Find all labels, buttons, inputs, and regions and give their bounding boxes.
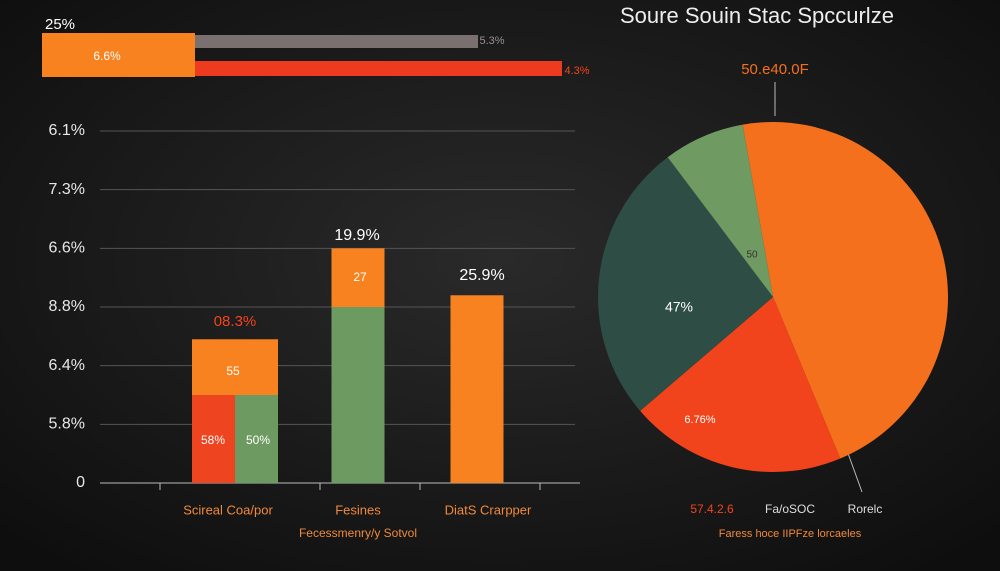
x-axis-label: Fecessmenry/y Sotvol bbox=[299, 526, 417, 540]
bar-segment bbox=[331, 307, 385, 483]
y-tick-label: 8.8% bbox=[49, 298, 85, 315]
annotation: 4.3% bbox=[564, 65, 589, 77]
y-tick-label: 6.1% bbox=[49, 122, 85, 139]
bar-segment bbox=[192, 339, 278, 395]
bar-segment bbox=[331, 248, 385, 307]
pie-slice bbox=[667, 124, 773, 297]
annotation: 50 bbox=[746, 250, 758, 261]
annotation: 50% bbox=[246, 433, 270, 447]
annotation: 50.e40.0F bbox=[741, 61, 809, 78]
pie-subtitle: Faress hoce IIPFze lorcaeles bbox=[719, 528, 862, 540]
y-tick-label: 6.6% bbox=[49, 240, 85, 257]
bar-segment bbox=[192, 395, 235, 483]
pie-slice bbox=[742, 121, 949, 459]
pie-label: 57.4.2.6 bbox=[690, 502, 734, 516]
annotation: 55 bbox=[226, 364, 240, 378]
y-tick-label: 0 bbox=[76, 474, 85, 491]
annotation: 19.9% bbox=[334, 227, 379, 244]
pie-label: Fa/oSOC bbox=[765, 502, 815, 516]
bar-segment bbox=[235, 395, 278, 483]
annotation: 58% bbox=[201, 433, 225, 447]
y-tick-label: 7.3% bbox=[49, 181, 85, 198]
annotation: 6.76% bbox=[684, 414, 715, 426]
annotation: 47% bbox=[665, 299, 693, 315]
annotation: 5.3% bbox=[479, 35, 504, 47]
y-tick-label: 6.4% bbox=[49, 357, 85, 374]
annotation: 27 bbox=[353, 270, 367, 284]
pie-label: Rorelc bbox=[848, 502, 883, 516]
annotation: 25% bbox=[45, 16, 75, 33]
top-bar bbox=[195, 35, 478, 48]
top-box bbox=[42, 33, 195, 77]
annotation: 08.3% bbox=[214, 313, 257, 330]
bar-segment bbox=[450, 295, 504, 483]
annotation: 25.9% bbox=[459, 267, 504, 284]
x-tick-label: Scireal Coa/por bbox=[183, 502, 273, 517]
x-tick-label: DiatS Crarpper bbox=[445, 502, 532, 517]
pie-slice bbox=[598, 157, 773, 411]
pie-slice bbox=[640, 297, 841, 473]
chart-title: Soure Souin Stac Spccurlze bbox=[620, 3, 894, 28]
y-tick-label: 5.8% bbox=[49, 416, 85, 433]
top-bar bbox=[195, 61, 562, 76]
annotation: 6.6% bbox=[93, 49, 121, 63]
x-tick-label: Fesines bbox=[335, 502, 381, 517]
